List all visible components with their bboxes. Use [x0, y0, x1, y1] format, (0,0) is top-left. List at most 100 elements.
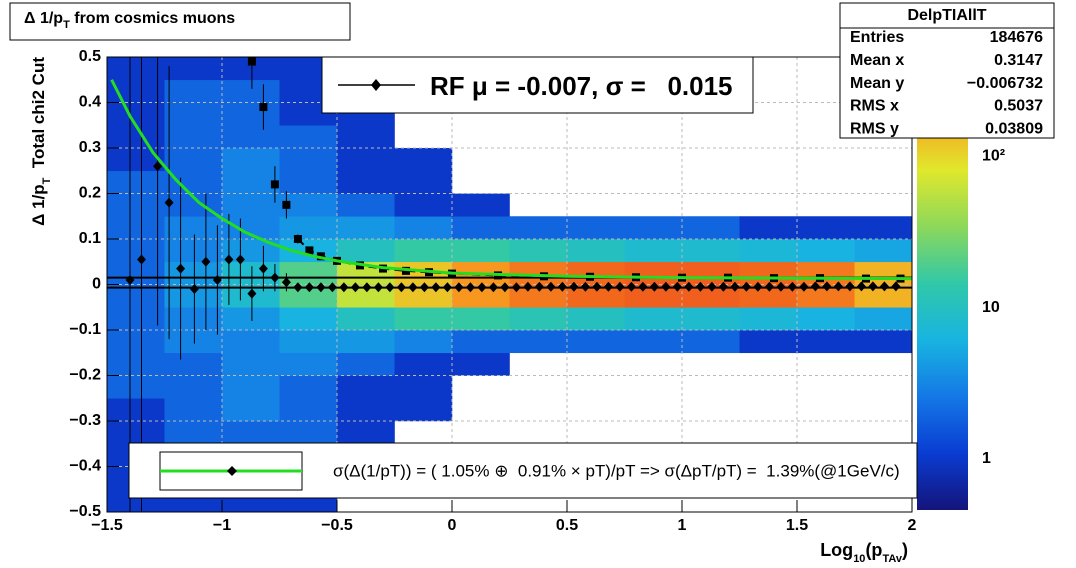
heatmap-cell — [164, 125, 223, 149]
heatmap-cell — [279, 193, 338, 217]
heatmap-cell — [394, 398, 453, 422]
heatmap-cell — [337, 330, 395, 354]
heatmap-cell — [452, 239, 510, 263]
heatmap-cell — [164, 261, 223, 285]
heatmap-cell — [164, 170, 223, 194]
y-tick-label: 0.2 — [79, 185, 101, 202]
heatmap-cell — [509, 284, 568, 308]
point-diamond — [822, 281, 832, 292]
heatmap-cell — [222, 148, 280, 172]
point-diamond — [672, 281, 682, 292]
heatmap-cell — [682, 239, 740, 263]
heatmap-cell — [164, 193, 223, 217]
axes: −1.5 −1 −0.5 0 0.5 1 1.5 2 −0.5 −0.4 −0.3 −0.2 −0.1 0… — [69, 48, 1005, 534]
point-diamond — [707, 281, 717, 292]
point-diamond — [523, 281, 533, 292]
point-diamond — [810, 281, 820, 292]
heatmap-cell — [222, 307, 280, 331]
heatmap-cell — [337, 398, 395, 422]
heatmap-cell — [797, 330, 855, 354]
heatmap-cell — [452, 330, 510, 354]
heatmap-cell — [797, 216, 855, 240]
y-tick-label: −0.1 — [69, 321, 101, 338]
heatmap-cell — [222, 57, 280, 81]
y-tick-label: 0.5 — [79, 48, 101, 65]
heatmap-cell — [739, 239, 798, 263]
point-diamond — [488, 282, 498, 293]
heatmap-cell — [279, 421, 338, 445]
label-sub: TAv — [882, 553, 902, 565]
fit-curve — [110, 79, 912, 281]
heatmap-cell — [567, 307, 625, 331]
point-diamond — [684, 281, 694, 292]
heatmap-cell — [222, 102, 280, 126]
heatmap-cell — [164, 330, 223, 354]
heatmap-cell — [682, 284, 740, 308]
heatmap-cell — [854, 284, 912, 308]
stats-name: Mean x — [850, 52, 904, 69]
heatmap-cell — [452, 284, 510, 308]
point-diamond — [592, 281, 602, 292]
heatmap-cell — [567, 216, 625, 240]
point-diamond — [224, 254, 234, 265]
x-tick-label: 0.5 — [556, 517, 578, 534]
heatmap-cell — [854, 307, 912, 331]
point-diamond — [511, 282, 521, 293]
point-diamond — [879, 281, 889, 292]
heatmap-cell — [739, 261, 798, 285]
title-box — [9, 2, 351, 41]
heatmap-cell — [107, 148, 165, 172]
point-diamond — [891, 281, 901, 292]
point-diamond — [408, 282, 418, 293]
point-diamond — [764, 281, 774, 292]
heatmap-cell — [222, 193, 280, 217]
heatmap-cell — [739, 284, 798, 308]
heatmap-cell — [222, 125, 280, 149]
heatmap-cell — [222, 398, 280, 422]
point-diamond — [201, 256, 211, 267]
heatmap-cell — [394, 307, 453, 331]
heatmap-cell — [222, 352, 280, 376]
heatmap-cell — [222, 261, 280, 285]
heatmap-cell — [854, 330, 912, 354]
y-tick-label: −0.3 — [69, 412, 101, 429]
heatmap-cell — [682, 307, 740, 331]
point-diamond — [569, 281, 579, 292]
heatmap-cell — [797, 307, 855, 331]
label-part: Log — [820, 540, 853, 560]
point-diamond — [753, 281, 763, 292]
stats-value: 0.3147 — [994, 52, 1043, 69]
heatmap-cell — [279, 170, 338, 194]
heatmap-cell — [164, 102, 223, 126]
heatmap-cell — [107, 307, 165, 331]
heatmap-cell — [164, 421, 223, 445]
point-diamond — [385, 282, 395, 293]
heatmap-cell — [509, 239, 568, 263]
heatmap-cell — [337, 421, 395, 445]
heatmap-cell — [107, 330, 165, 354]
point-diamond — [373, 282, 383, 293]
y-tick-label: −0.4 — [69, 458, 101, 475]
heatmap-cell — [164, 216, 223, 240]
point-diamond — [454, 282, 464, 293]
z-tick-label: 10² — [982, 148, 1005, 165]
heatmap-cell — [107, 352, 165, 376]
point-diamond — [137, 254, 146, 265]
heatmap-cell — [279, 352, 338, 376]
point-diamond — [431, 282, 441, 293]
point-diamond — [661, 281, 671, 292]
heatmap-cell — [107, 57, 165, 81]
point-diamond — [580, 281, 590, 292]
heatmap-cell — [394, 330, 453, 354]
heatmap-cell — [279, 398, 338, 422]
point-diamond — [638, 281, 648, 292]
heatmap-cell — [854, 216, 912, 240]
heatmap-cell — [624, 330, 683, 354]
label-part: Total chi2 Cut — [29, 57, 48, 178]
heatmap-cell — [394, 170, 453, 194]
label-part: Δ 1/p — [29, 184, 48, 226]
title-part: from cosmics muons — [70, 10, 235, 27]
heatmap-cell — [279, 125, 338, 149]
heatmap-cell — [107, 421, 165, 445]
stats-value: −0.006732 — [967, 75, 1043, 92]
